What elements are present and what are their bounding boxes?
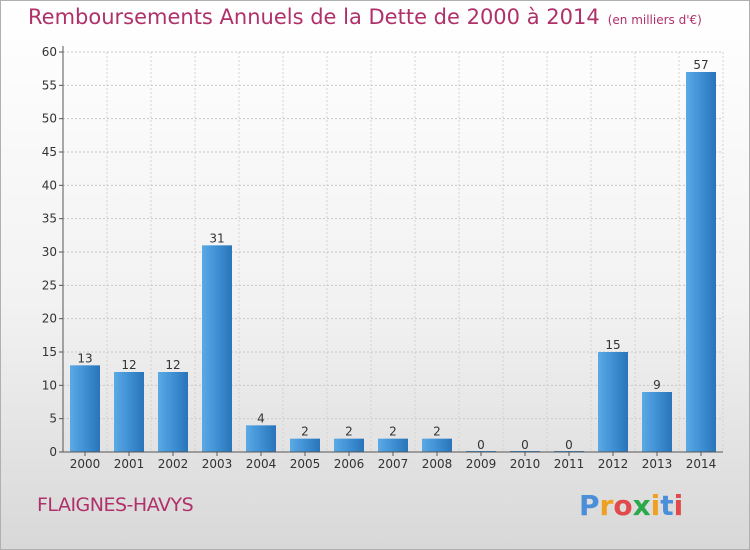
y-tick-label: 5: [49, 412, 57, 426]
bar: [158, 372, 188, 452]
bar: [422, 438, 452, 452]
bar: [598, 352, 628, 452]
logo-letter: i: [673, 489, 684, 522]
commune-name: FLAIGNES-HAVYS: [37, 494, 194, 516]
chart-title-text: Remboursements Annuels de la Dette de 20…: [28, 5, 600, 29]
y-tick-label: 55: [42, 78, 57, 92]
bar-value-label: 31: [209, 231, 224, 245]
logo-letter: o: [613, 489, 633, 522]
y-tick-label: 20: [42, 312, 57, 326]
bar: [202, 245, 232, 452]
bar-value-label: 0: [565, 438, 573, 452]
bar-value-label: 9: [653, 378, 661, 392]
y-tick-label: 30: [42, 245, 57, 259]
proxiti-logo: Proxiti: [579, 489, 683, 522]
logo-letter: x: [632, 489, 651, 522]
bar: [246, 425, 276, 452]
bar-value-label: 0: [521, 438, 529, 452]
x-tick-label: 2011: [554, 457, 585, 471]
bar-value-label: 12: [121, 358, 136, 372]
x-tick-label: 2004: [246, 457, 277, 471]
x-tick-label: 2012: [598, 457, 629, 471]
x-tick-label: 2009: [466, 457, 497, 471]
logo-letter: i: [650, 489, 661, 522]
x-tick-label: 2006: [334, 457, 365, 471]
bar-value-label: 2: [433, 425, 441, 439]
chart-unit-label: (en milliers d'€): [607, 13, 702, 27]
y-tick-label: 45: [42, 145, 57, 159]
x-tick-label: 2000: [70, 457, 101, 471]
bar-value-label: 2: [345, 425, 353, 439]
bar: [70, 365, 100, 452]
bar-value-label: 13: [77, 351, 92, 365]
x-tick-label: 2003: [202, 457, 233, 471]
x-tick-label: 2007: [378, 457, 409, 471]
y-tick-label: 15: [42, 345, 57, 359]
logo-letter: P: [579, 489, 600, 522]
x-tick-label: 2005: [290, 457, 321, 471]
y-tick-label: 60: [42, 45, 57, 59]
y-tick-label: 25: [42, 278, 57, 292]
bar-value-label: 12: [165, 358, 180, 372]
bar-value-label: 4: [257, 411, 265, 425]
logo-letter: r: [599, 489, 614, 522]
x-tick-label: 2008: [422, 457, 453, 471]
bar: [686, 72, 716, 452]
x-tick-label: 2010: [510, 457, 541, 471]
bar: [642, 392, 672, 452]
bar-value-label: 0: [477, 438, 485, 452]
y-tick-label: 0: [49, 445, 57, 459]
x-tick-label: 2014: [686, 457, 717, 471]
bar: [114, 372, 144, 452]
bar-layer: 13 12 12 31 4 2 2 2 2 0 0 0 15 9 57: [70, 58, 716, 452]
y-tick-label: 35: [42, 212, 57, 226]
chart-title: Remboursements Annuels de la Dette de 20…: [28, 5, 702, 29]
x-tick-label: 2013: [642, 457, 673, 471]
bar: [334, 438, 364, 452]
bar-value-label: 15: [605, 338, 620, 352]
x-tick-label: 2002: [158, 457, 189, 471]
y-tick-label: 40: [42, 178, 57, 192]
logo-letter: t: [660, 489, 674, 522]
bar: [290, 438, 320, 452]
bar: [378, 438, 408, 452]
y-tick-label: 50: [42, 112, 57, 126]
bar-value-label: 2: [301, 425, 309, 439]
y-tick-label: 10: [42, 378, 57, 392]
x-tick-label: 2001: [114, 457, 145, 471]
bar-value-label: 2: [389, 425, 397, 439]
bar-value-label: 57: [693, 58, 708, 72]
